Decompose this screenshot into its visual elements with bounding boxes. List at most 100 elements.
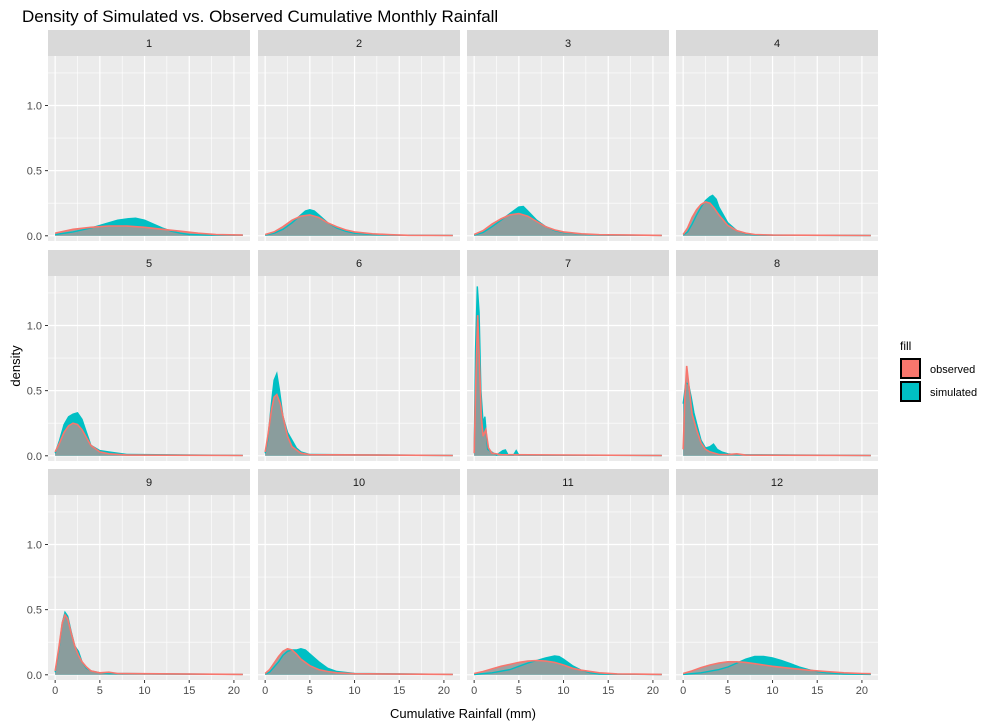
x-tick-label: 20	[438, 685, 450, 697]
panel-facet-5: 5 0.0 0.5 1.0	[27, 250, 250, 463]
y-tick-label: 0.5	[27, 386, 42, 398]
y-tick-label: 0.5	[27, 166, 42, 178]
panel-facet-9: 9 0.0 0.5 1.0 0 5 10 15 20	[27, 469, 250, 697]
x-tick-label: 5	[97, 685, 103, 697]
x-tick-label: 15	[602, 685, 614, 697]
panel-bg-facet-3	[467, 56, 669, 241]
legend-key-simulated	[900, 381, 921, 402]
strip-facet-11	[467, 469, 669, 495]
panel-bg-facet-8	[676, 276, 878, 461]
y-tick-label: 1.0	[27, 101, 42, 113]
x-tick-label: 5	[307, 685, 313, 697]
strip-label-facet-9: 9	[146, 477, 152, 489]
panel-facet-7: 7	[467, 250, 669, 461]
x-tick-label: 15	[811, 685, 823, 697]
panel-bg-facet-7	[467, 276, 669, 461]
panel-bg-facet-9	[48, 495, 250, 680]
panel-facet-6: 6	[258, 250, 460, 461]
strip-facet-9	[48, 469, 250, 495]
x-tick-label: 10	[348, 685, 360, 697]
legend-key-observed	[900, 358, 921, 379]
strip-label-facet-3: 3	[565, 38, 571, 50]
strip-facet-3	[467, 30, 669, 56]
strip-label-facet-5: 5	[146, 258, 152, 270]
x-tick-label: 10	[766, 685, 778, 697]
panel-bg-facet-11	[467, 495, 669, 680]
panel-facet-10: 10 0 5 10 15 20	[258, 469, 460, 697]
line-simulated-facet-10	[264, 647, 453, 676]
line-observed-facet-8	[682, 365, 871, 457]
strip-facet-6	[258, 250, 460, 276]
x-tick-label: 0	[262, 685, 268, 697]
line-observed-facet-6	[264, 393, 453, 457]
y-tick-label: 1.0	[27, 540, 42, 552]
x-tick-label: 0	[680, 685, 686, 697]
x-tick-label: 10	[557, 685, 569, 697]
line-observed-facet-10	[264, 647, 453, 676]
line-observed-facet-5	[54, 422, 243, 457]
line-observed-facet-3	[473, 212, 662, 237]
line-simulated-facet-5	[54, 411, 243, 457]
area-observed-facet-11	[474, 660, 662, 675]
panel-bg-facet-12	[676, 495, 878, 680]
line-observed-facet-2	[264, 214, 453, 237]
x-tick-label: 20	[228, 685, 240, 697]
area-observed-facet-3	[474, 213, 662, 236]
chart-title: Density of Simulated vs. Observed Cumula…	[22, 7, 498, 26]
area-observed-facet-6	[265, 394, 453, 456]
line-observed-facet-9	[54, 613, 243, 676]
area-observed-facet-2	[265, 214, 453, 236]
strip-label-facet-8: 8	[774, 258, 780, 270]
line-simulated-facet-11	[474, 655, 662, 676]
panel-bg-facet-1	[48, 56, 250, 241]
panel-facet-1: 1 0.0 0.5 1.0	[27, 30, 250, 243]
strip-facet-7	[467, 250, 669, 276]
strip-facet-1	[48, 30, 250, 56]
panel-facet-8: 8	[676, 250, 878, 461]
strip-label-facet-10: 10	[353, 477, 365, 489]
panel-facet-4: 4	[676, 30, 878, 241]
x-tick-label: 5	[516, 685, 522, 697]
line-observed-facet-11	[474, 659, 662, 676]
y-tick-label: 1.0	[27, 321, 42, 333]
area-observed-facet-5	[55, 423, 243, 456]
line-observed-facet-4	[682, 201, 871, 237]
line-simulated-facet-2	[265, 208, 453, 237]
strip-label-facet-2: 2	[356, 38, 362, 50]
x-tick-label: 15	[393, 685, 405, 697]
panel-facet-3: 3	[467, 30, 669, 241]
strip-label-facet-4: 4	[774, 38, 780, 50]
area-observed-facet-9	[55, 614, 243, 675]
strip-facet-8	[676, 250, 878, 276]
x-tick-label: 0	[471, 685, 477, 697]
panel-facet-12: 12 0 5 10 15 20	[676, 469, 878, 697]
y-tick-label: 0.0	[27, 231, 42, 243]
x-axis-title: Cumulative Rainfall (mm)	[390, 706, 536, 721]
legend-label-simulated: simulated	[930, 387, 977, 399]
area-observed-facet-10	[265, 648, 453, 675]
x-tick-label: 0	[52, 685, 58, 697]
strip-label-facet-12: 12	[771, 477, 783, 489]
strip-label-facet-6: 6	[356, 258, 362, 270]
x-tick-label: 5	[725, 685, 731, 697]
y-axis-title: density	[8, 345, 23, 387]
x-tick-label: 15	[183, 685, 195, 697]
area-observed-facet-8	[683, 365, 871, 456]
y-tick-label: 0.5	[27, 605, 42, 617]
strip-label-facet-1: 1	[146, 38, 152, 50]
strip-facet-12	[676, 469, 878, 495]
line-observed-facet-1	[55, 225, 243, 236]
y-tick-label: 0.0	[27, 451, 42, 463]
panel-bg-facet-2	[258, 56, 460, 241]
panel-facet-2: 2	[258, 30, 460, 241]
strip-label-facet-11: 11	[562, 477, 573, 489]
line-observed-facet-7	[473, 315, 662, 457]
x-tick-label: 20	[647, 685, 659, 697]
line-observed-facet-12	[682, 661, 871, 675]
panel-bg-facet-6	[258, 276, 460, 461]
legend-label-observed: observed	[930, 364, 975, 376]
line-simulated-facet-12	[683, 655, 871, 676]
facet-panels: 10.00.51.02 3 450.00.51.06 7 890.00.51.00 5 10…	[27, 30, 878, 697]
x-tick-label: 20	[856, 685, 868, 697]
